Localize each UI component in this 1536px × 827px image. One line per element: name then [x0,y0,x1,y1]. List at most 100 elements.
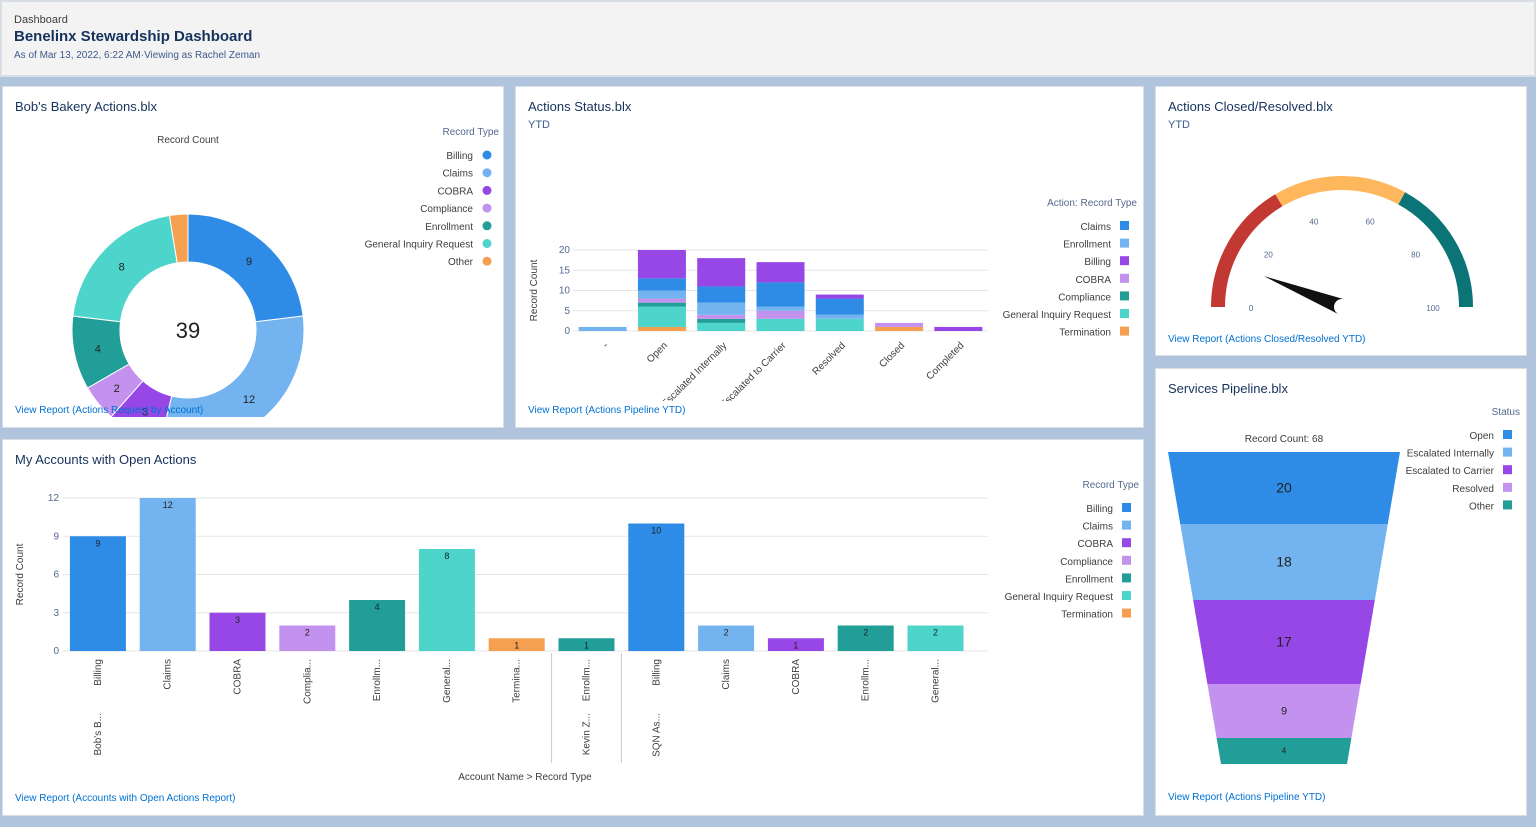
x-tick-label: Claims [721,659,732,690]
bar-segment [934,326,983,331]
view-report-link[interactable]: View Report (Accounts with Open Actions … [15,793,236,804]
legend-label: Enrollment [1063,240,1111,251]
group-label: Kevin Z... [582,713,593,755]
legend-swatch [482,185,492,195]
x-tick-label: COBRA [791,659,802,695]
bar-segment [637,302,686,307]
legend-label: General Inquiry Request [365,240,474,251]
bar-segment [756,306,805,311]
legend-label: Compliance [1058,292,1111,303]
slice-label: 4 [95,343,101,355]
card-bobs-bakery-actions: Bob's Bakery Actions.blx Record Count 9 12… [2,86,504,428]
legend-swatch [1120,238,1129,248]
chart-title: Record Count: 68 [1245,434,1324,445]
bar-segment [578,326,627,331]
gauge-chart: 0 20 40 60 80 100 12 [1211,176,1473,323]
legend-label: COBRA [1075,275,1111,286]
legend-label: Billing [1084,257,1111,268]
x-tick-label: Escalated Internally [660,340,729,401]
legend-label: Claims [442,169,473,180]
legend-swatch [1503,430,1512,439]
legend-swatch [482,150,492,160]
bar-segment [815,298,864,315]
y-tick-label: 3 [53,608,59,619]
stage-value: 20 [1276,480,1292,496]
legend-label: Termination [1061,610,1113,621]
donut-slice [72,214,178,323]
dashboard-header: Dashboard Benelinx Stewardship Dashboard… [0,0,1536,77]
legend-label: Enrollment [1065,574,1113,585]
bar-segment [697,318,746,323]
x-tick-label: COBRA [233,659,244,695]
bar [837,625,894,651]
bar [69,536,126,651]
legend-label: COBRA [437,186,473,197]
legend-swatch [1503,447,1512,457]
card-title[interactable]: Actions Closed/Resolved.blx [1168,99,1333,114]
x-tick-label: Enrollm... [372,659,383,701]
bar [628,523,685,651]
gauge-needle [1263,276,1345,315]
x-tick-label: General... [931,659,942,703]
view-report-link[interactable]: View Report (Actions Pipeline YTD) [1168,792,1326,803]
gauge-tick-label: 0 [1249,304,1254,313]
funnel-stage [1216,738,1352,764]
legend-label: Claims [1080,222,1111,233]
bar [698,625,755,651]
bar [767,638,824,651]
y-axis-label: Record Count [529,259,540,321]
bar-value: 12 [163,500,173,510]
gauge-tick-label: 60 [1366,217,1375,226]
bar-segment [637,278,686,291]
view-report-link[interactable]: View Report (Actions Closed/Resolved YTD… [1168,334,1366,345]
legend-label: Resolved [1452,484,1494,495]
bar-segment [637,290,686,299]
stage-value: 17 [1276,634,1292,650]
legend-swatch [1122,608,1131,618]
gauge-tick-label: 80 [1411,251,1420,260]
legend-swatch [1122,520,1131,530]
legend-swatch [1503,500,1512,510]
view-report-link[interactable]: View Report (Actions Request by Account) [15,405,204,416]
funnel-chart: Record Count: 68 20 18 17 9 4 Status Open Escala… [1168,407,1520,764]
bar-segment [815,314,864,319]
bar [279,625,336,651]
card-actions-closed-resolved: Actions Closed/Resolved.blx YTD 0 20 40 60 8… [1155,86,1527,356]
legend-title: Status [1492,407,1520,418]
card-title[interactable]: Bob's Bakery Actions.blx [15,99,157,114]
x-tick-label: Open [645,340,670,365]
card-title[interactable]: My Accounts with Open Actions [15,452,197,467]
x-tick-label: Billing [651,659,662,686]
y-tick-label: 9 [53,531,59,542]
card-subtitle: YTD [528,119,550,131]
y-tick-label: 12 [48,493,60,504]
legend-swatch [482,239,492,248]
card-title[interactable]: Services Pipeline.blx [1168,381,1288,396]
x-tick-label: Billing [93,659,104,686]
bar-value: 2 [724,628,729,638]
card-subtitle: YTD [1168,119,1190,131]
legend-label: General Inquiry Request [1005,592,1114,603]
bar-segment [637,326,686,331]
bar-segment [697,286,746,303]
stage-value: 18 [1276,554,1292,570]
view-report-link[interactable]: View Report (Actions Pipeline YTD) [528,405,686,416]
legend-swatch [1122,503,1131,512]
x-tick-label: Resolved [811,340,848,377]
x-tick-label: Complia... [302,659,313,704]
bar-segment [756,310,805,319]
legend-label: Compliance [1060,557,1113,568]
slice-label: 2 [114,383,120,395]
x-tick-label: Enrollm... [582,659,593,701]
y-tick-label: 20 [559,245,571,256]
legend-swatch [1503,465,1512,475]
bar-segment [815,294,864,299]
legend-label: Open [1470,431,1494,442]
card-title[interactable]: Actions Status.blx [528,99,632,114]
legend-label: Termination [1059,328,1111,339]
funnel-stage [1168,452,1400,524]
bar-value: 1 [793,640,798,650]
funnel-stage [1180,524,1388,600]
bar [558,638,615,651]
y-axis-label: Record Count [15,543,26,605]
